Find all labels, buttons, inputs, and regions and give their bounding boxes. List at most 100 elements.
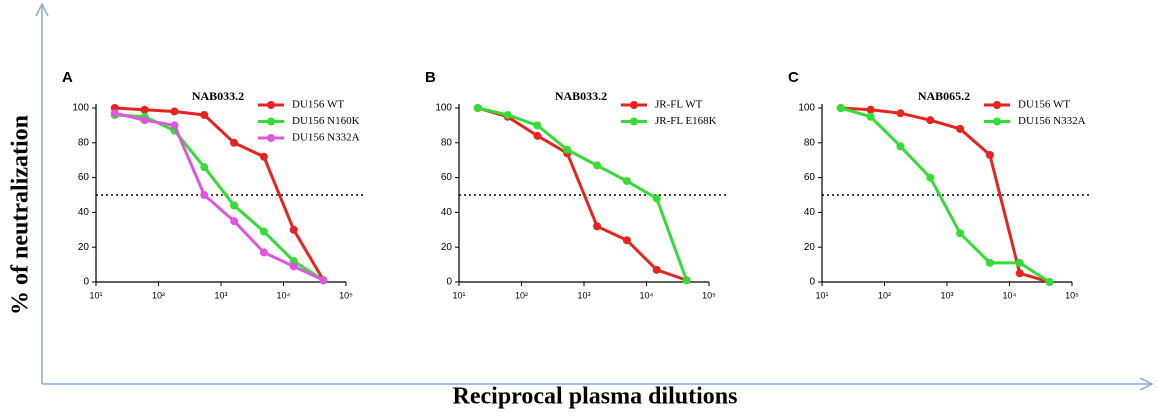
- data-point: [200, 110, 209, 119]
- legend-marker: [630, 117, 638, 126]
- x-tick-label: 10²: [515, 290, 528, 300]
- y-tick-label: 40: [78, 207, 90, 218]
- x-tick-label: 10³: [214, 290, 227, 300]
- x-tick-label: 10¹: [815, 290, 828, 300]
- data-point: [622, 236, 631, 245]
- x-tick-label: 10⁴: [640, 290, 654, 300]
- data-point: [110, 109, 119, 118]
- legend-label: DU156 WT: [1018, 99, 1070, 111]
- legend-marker: [267, 117, 275, 126]
- y-tick-label: 20: [441, 242, 453, 253]
- data-point: [289, 262, 298, 271]
- y-tick-label: 60: [804, 172, 816, 183]
- series-line: [840, 106, 1050, 284]
- panel-label: C: [788, 69, 799, 86]
- data-point: [230, 138, 239, 147]
- series-line: [114, 113, 325, 282]
- x-tick-label: 10³: [940, 290, 953, 300]
- data-point: [926, 116, 935, 125]
- y-axis-label: % of neutralization: [8, 115, 34, 315]
- x-tick-label: 10⁵: [339, 290, 353, 300]
- data-point: [896, 142, 905, 151]
- data-point: [473, 104, 482, 112]
- data-point: [652, 265, 661, 274]
- data-point: [533, 121, 542, 130]
- legend-label: DU156 N332A: [1018, 115, 1086, 127]
- y-tick-label: 60: [78, 172, 90, 183]
- panel: C NAB065.2 0 20 40 60 80 100 10¹ 10² 10³ 10⁴ 10⁵ DU15…: [788, 69, 1092, 300]
- y-tick-label: 20: [78, 242, 90, 253]
- series-line: [114, 106, 325, 282]
- y-tick-label: 60: [441, 172, 453, 183]
- data-point: [593, 161, 602, 170]
- panel-label: A: [62, 69, 73, 86]
- chart-title: NAB033.2: [555, 89, 607, 103]
- panel: B NAB033.2 0 20 40 60 80 100 10¹ 10² 10³ 10⁴ 10⁵ JR-F…: [425, 69, 729, 300]
- x-tick-label: 10⁵: [702, 290, 716, 300]
- data-point: [289, 225, 298, 234]
- y-tick-label: 0: [83, 277, 89, 288]
- legend-label: DU156 WT: [292, 99, 344, 111]
- panel-label: B: [425, 69, 436, 86]
- legend-label: DU156 N160K: [292, 115, 360, 127]
- data-point: [230, 217, 239, 226]
- chart-title: NAB033.2: [192, 89, 244, 103]
- data-point: [1015, 258, 1024, 267]
- legend-label: JR-FL E168K: [655, 115, 717, 127]
- y-tick-label: 20: [804, 242, 816, 253]
- data-point: [985, 258, 994, 267]
- y-tick-label: 80: [441, 137, 453, 148]
- x-axis-label: Reciprocal plasma dilutions: [453, 384, 738, 410]
- data-point: [140, 105, 149, 114]
- series-line: [477, 106, 688, 282]
- y-tick-label: 80: [78, 137, 90, 148]
- legend-label: DU156 N332A: [292, 132, 360, 144]
- data-point: [259, 152, 268, 161]
- x-tick-label: 10²: [878, 290, 891, 300]
- data-point: [259, 248, 268, 257]
- y-tick-label: 0: [446, 277, 452, 288]
- y-tick-label: 0: [809, 277, 815, 288]
- x-tick-label: 10³: [577, 290, 590, 300]
- data-point: [622, 177, 631, 186]
- data-point: [259, 227, 268, 236]
- series-line: [840, 106, 1051, 284]
- y-tick-label: 40: [441, 207, 453, 218]
- legend-marker: [267, 101, 275, 109]
- data-point: [170, 107, 179, 116]
- chart-title: NAB065.2: [918, 89, 970, 103]
- data-point: [985, 150, 994, 159]
- data-point: [200, 163, 209, 172]
- series-line: [114, 111, 325, 282]
- data-point: [140, 116, 149, 125]
- data-point: [682, 276, 691, 285]
- data-point: [200, 191, 209, 199]
- y-tick-label: 100: [72, 103, 89, 114]
- panel: A NAB033.2 0 20 40 60 80 100 10¹ 10² 10³ 10⁴ 10⁵ DU15…: [62, 69, 366, 300]
- x-tick-label: 10⁵: [1065, 290, 1079, 300]
- x-tick-label: 10⁴: [1003, 290, 1017, 300]
- legend-label: JR-FL WT: [655, 99, 703, 111]
- data-point: [170, 121, 179, 130]
- x-tick-label: 10¹: [89, 290, 102, 300]
- frame-arrows: [35, 2, 1154, 391]
- legend-marker: [993, 117, 1001, 126]
- y-tick-label: 40: [804, 207, 816, 218]
- data-point: [593, 222, 602, 231]
- data-point: [652, 194, 661, 203]
- data-point: [926, 173, 935, 182]
- data-point: [866, 112, 875, 121]
- data-point: [563, 145, 572, 154]
- data-point: [956, 229, 965, 238]
- data-point: [230, 201, 239, 210]
- x-tick-label: 10¹: [452, 290, 465, 300]
- x-tick-label: 10⁴: [277, 290, 291, 300]
- data-point: [319, 276, 328, 285]
- data-point: [866, 105, 875, 114]
- y-tick-label: 100: [435, 103, 452, 114]
- x-tick-label: 10²: [152, 290, 165, 300]
- data-point: [836, 104, 845, 112]
- data-point: [533, 131, 542, 140]
- data-point: [956, 124, 965, 133]
